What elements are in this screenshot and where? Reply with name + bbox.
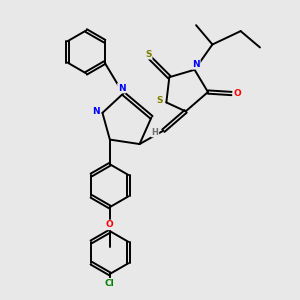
Text: N: N — [92, 107, 100, 116]
Text: O: O — [106, 220, 114, 230]
Text: N: N — [118, 84, 126, 93]
Text: H: H — [152, 128, 158, 137]
Text: O: O — [233, 89, 241, 98]
Text: N: N — [192, 60, 200, 69]
Text: Cl: Cl — [105, 279, 115, 288]
Text: S: S — [145, 50, 152, 59]
Text: S: S — [157, 97, 163, 106]
